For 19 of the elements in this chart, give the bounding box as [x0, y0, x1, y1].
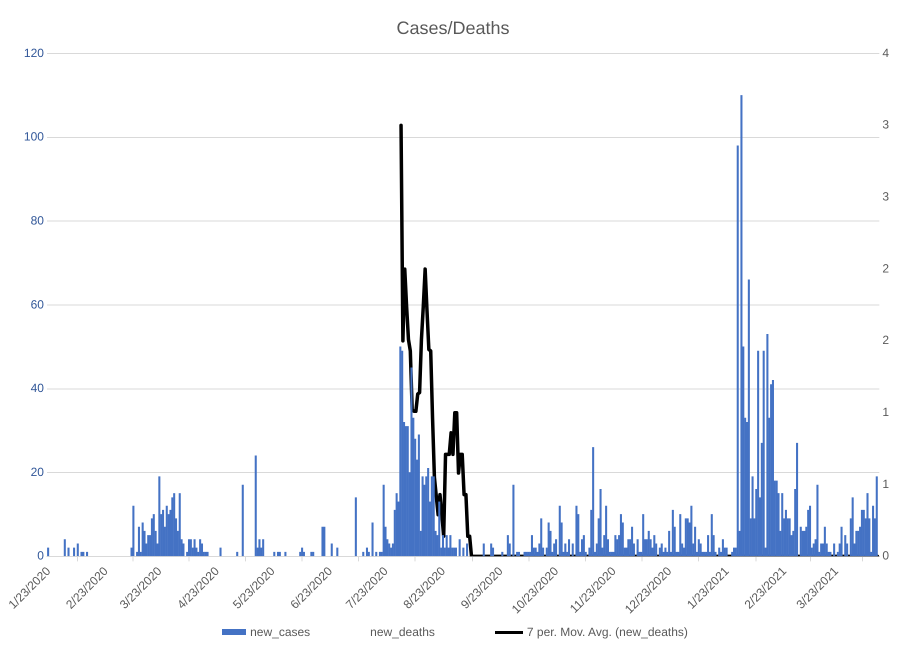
y2-tick-label: 4 [882, 46, 890, 60]
y-tick-label: 120 [24, 46, 44, 60]
y-tick-label: 60 [30, 297, 44, 312]
y2-tick-label: 2 [882, 333, 890, 348]
legend-label: new_cases [250, 625, 310, 639]
y2-tick-label: 2 [882, 261, 890, 276]
chart-title: Cases/Deaths [396, 18, 510, 38]
y2-tick-label: 1 [882, 476, 890, 491]
y-tick-label: 20 [30, 464, 44, 479]
y2-tick-label: 3 [882, 190, 890, 204]
y2-tick-label: 0 [882, 548, 890, 563]
y2-tick-label: 1 [882, 405, 890, 420]
y-tick-label: 80 [30, 213, 44, 228]
text: new_deaths [370, 625, 435, 639]
y-tick-label: 100 [24, 130, 44, 144]
y2-tick-label: 3 [882, 118, 890, 132]
y-tick-label: 40 [30, 381, 44, 396]
legend-label: 7 per. Mov. Avg. (new_deaths) [526, 625, 688, 639]
y-tick-label: 0 [37, 548, 44, 563]
